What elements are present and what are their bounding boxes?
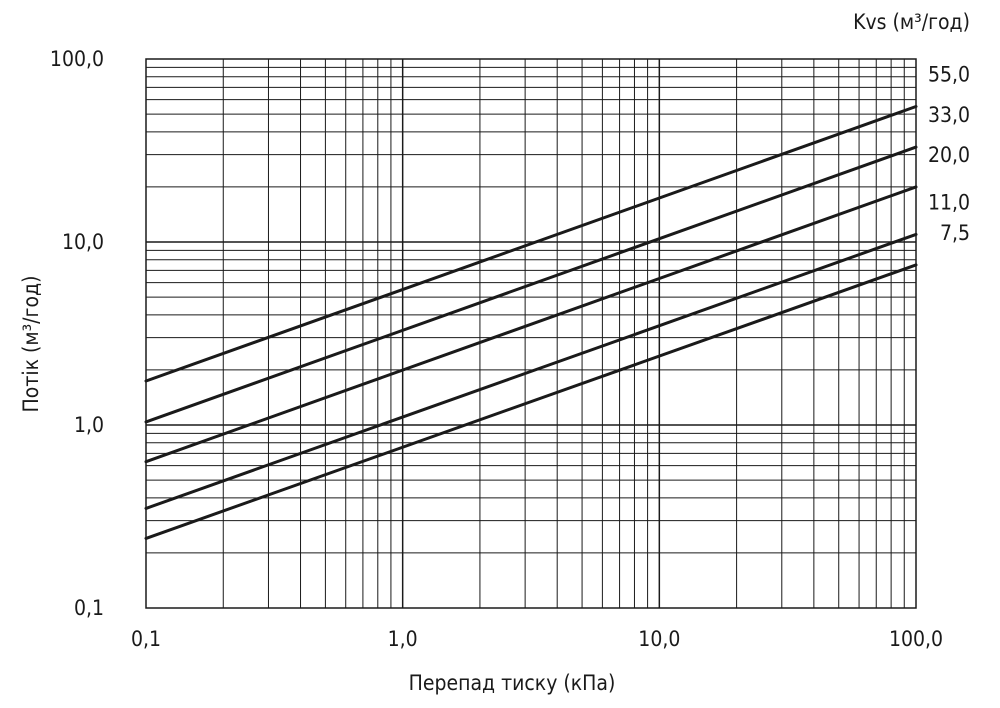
series-label-kvs: 11,0 bbox=[928, 190, 970, 214]
series-line-kvs-4 bbox=[144, 263, 918, 540]
series-line-kvs-1 bbox=[144, 145, 918, 424]
y-tick-labels: 0,1 1,0 10,0 100,0 bbox=[50, 47, 104, 620]
series-label-kvs: 20,0 bbox=[928, 143, 970, 167]
kvs-series-labels: 55,0 33,0 20,0 11,0 7,5 bbox=[928, 63, 970, 245]
x-axis-title: Перепад тиску (кПа) bbox=[409, 671, 616, 695]
y-tick-label: 0,1 bbox=[74, 596, 104, 620]
x-tick-labels: 0,1 1,0 10,0 100,0 bbox=[131, 627, 943, 651]
y-axis-title: Потік (м³/год) bbox=[19, 276, 43, 413]
x-tick-label: 1,0 bbox=[388, 627, 418, 651]
x-tick-label: 0,1 bbox=[131, 627, 161, 651]
y-tick-label: 1,0 bbox=[74, 413, 104, 437]
series-line-kvs-2 bbox=[144, 185, 918, 464]
series-label-kvs: 33,0 bbox=[928, 103, 970, 127]
plot-frame bbox=[145, 58, 917, 609]
x-tick-label: 100,0 bbox=[889, 627, 943, 651]
legend-title: Kvs (м³/год) bbox=[853, 10, 970, 34]
x-tick-label: 10,0 bbox=[638, 627, 680, 651]
series-label-kvs: 55,0 bbox=[928, 63, 970, 87]
y-tick-label: 100,0 bbox=[50, 47, 104, 71]
y-tick-label: 10,0 bbox=[62, 230, 104, 254]
grid bbox=[146, 59, 916, 608]
series-line-kvs-0 bbox=[144, 105, 918, 383]
series-group bbox=[144, 105, 918, 540]
series-label-kvs: 7,5 bbox=[940, 221, 970, 245]
series-line-kvs-3 bbox=[144, 232, 918, 510]
